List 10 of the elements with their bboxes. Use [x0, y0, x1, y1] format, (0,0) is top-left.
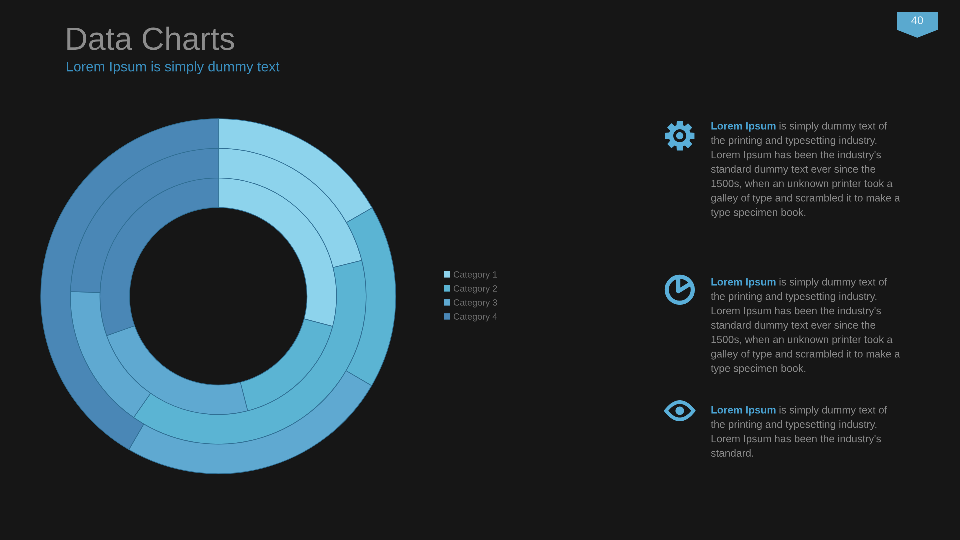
legend-label: Category 1 [454, 272, 498, 280]
legend-label: Category 3 [454, 300, 498, 308]
text: Lorem Ipsum is simply dummy text of the printing and typesetting industry. Lorem Ipsum has been the industry's standard dummy text ever since the 1500s, when an unknown printer took a galley of type and scrambled it to make a type specimen book. [711, 122, 900, 218]
text: 40 [912, 16, 924, 24]
text: Lorem Ipsum is simply dummy text of the printing and typesetting industry. Lorem Ipsum has been the industry's standard dummy text ever since the 1500s, when an unknown printer took a galley of type and scrambled it to make a type specimen book. [711, 278, 900, 374]
text: Lorem Ipsum is simply dummy text of the printing and typesetting industry. Lorem Ipsum has been the industry's standard. [711, 406, 888, 457]
legend-label: Category 4 [454, 314, 498, 322]
chart-subtitle: Lorem Ipsum is simply dummy text [67, 62, 280, 74]
chart-title: Data Charts [68, 26, 234, 50]
legend-label: Category 2 [454, 286, 498, 294]
